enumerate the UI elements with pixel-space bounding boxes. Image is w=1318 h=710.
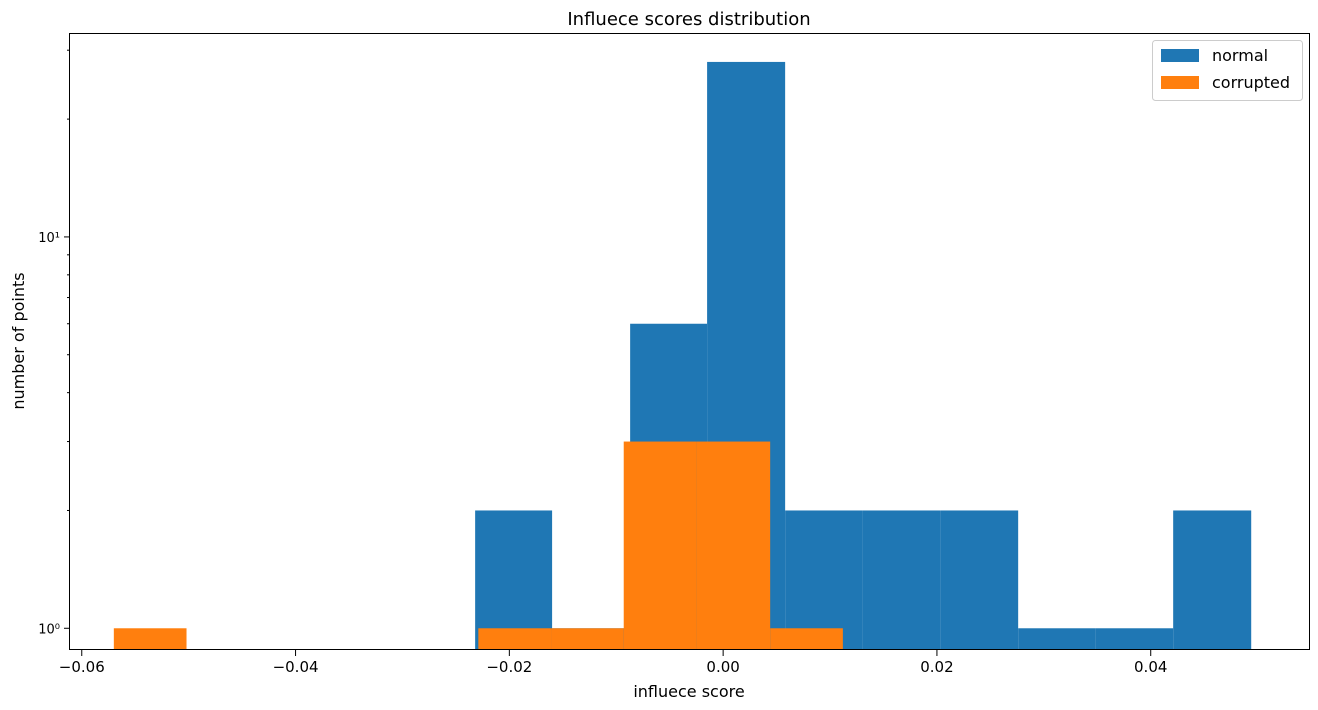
x-tick-label: −0.02	[486, 658, 532, 676]
y-axis-ticks: 10⁰ 10¹	[38, 49, 70, 637]
x-tick-label: 0.04	[1134, 658, 1167, 676]
x-tick-label: 0.02	[920, 658, 953, 676]
y-tick-label: 10⁰	[38, 622, 60, 637]
series-corrupted-bars	[113, 441, 843, 650]
y-axis-label: number of points	[9, 272, 28, 409]
bar-corrupted-3	[623, 441, 697, 650]
bar-normal-9	[1173, 510, 1252, 650]
bar-normal-5	[862, 510, 941, 650]
x-tick-label: 0.00	[706, 658, 739, 676]
bar-normal-7	[1018, 628, 1096, 650]
x-tick-label: −0.06	[59, 658, 105, 676]
x-tick-label: −0.04	[273, 658, 319, 676]
legend-label-normal: normal	[1212, 46, 1268, 65]
bar-corrupted-4	[696, 441, 771, 650]
y-tick-label: 10¹	[38, 231, 60, 246]
bar-corrupted-5	[770, 628, 843, 650]
x-axis-ticks: −0.06 −0.04 −0.02 0.00 0.02 0.04	[59, 650, 1167, 676]
bar-normal-0	[475, 510, 553, 650]
bar-normal-8	[1095, 628, 1174, 650]
legend-label-corrupted: corrupted	[1212, 73, 1290, 92]
legend: normal corrupted	[1152, 40, 1303, 101]
series-normal-bars	[475, 61, 1252, 650]
legend-swatch-normal	[1161, 49, 1199, 62]
plot-frame	[69, 33, 1310, 650]
bar-corrupted-2	[551, 628, 624, 650]
bar-corrupted-0	[113, 628, 187, 650]
chart-title: Influece scores distribution	[567, 9, 810, 30]
bar-normal-4	[785, 510, 863, 650]
bar-normal-6	[940, 510, 1019, 650]
x-axis-label: influece score	[633, 682, 744, 701]
legend-swatch-corrupted	[1161, 76, 1199, 89]
bar-corrupted-1	[478, 628, 552, 650]
